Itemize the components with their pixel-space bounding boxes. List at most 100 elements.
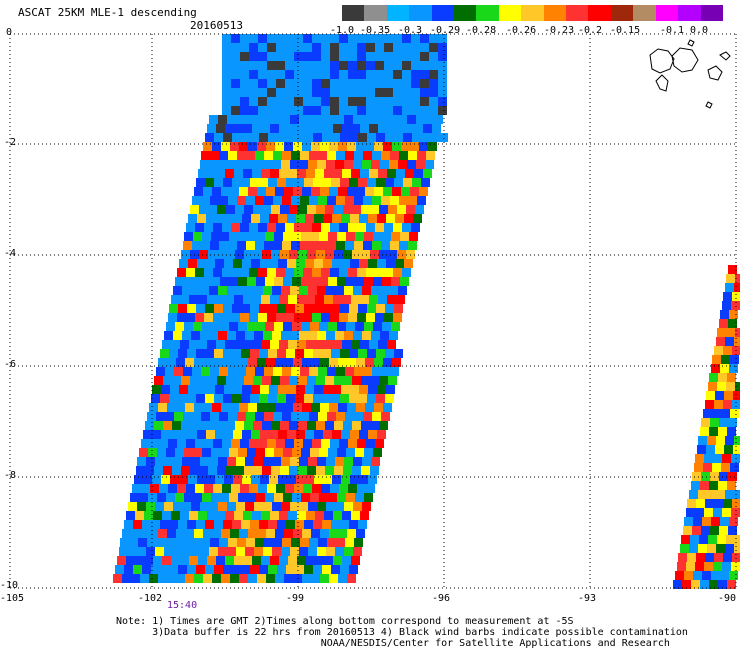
swath-cell — [225, 169, 234, 178]
swath-cell — [373, 277, 382, 286]
swath-cell — [303, 43, 312, 52]
swath-cell — [253, 250, 262, 259]
swath-cell — [305, 385, 314, 394]
swath-cell — [362, 331, 371, 340]
swath-cell — [366, 88, 375, 97]
swath-cell — [229, 493, 238, 502]
swath-cell — [331, 565, 340, 574]
swath-cell — [356, 403, 365, 412]
swath-cell — [327, 412, 336, 421]
swath-cell — [732, 499, 740, 508]
swath-cell — [225, 295, 234, 304]
swath-cell — [380, 331, 389, 340]
swath-cell — [306, 295, 315, 304]
swath-cell — [258, 106, 267, 115]
swath-cell — [393, 61, 402, 70]
swath-cell — [231, 88, 240, 97]
swath-cell — [285, 106, 294, 115]
swath-cell — [320, 187, 329, 196]
swath-cell — [357, 61, 366, 70]
swath-cell — [323, 259, 332, 268]
swath-cell — [248, 358, 257, 367]
swath-cell — [438, 43, 447, 52]
swath-cell — [168, 313, 177, 322]
swath-cell — [270, 511, 279, 520]
swath-cell — [363, 367, 372, 376]
legend-swatch-15 — [678, 5, 701, 21]
swath-cell — [197, 385, 206, 394]
swath-cell — [695, 562, 704, 571]
swath-cell — [206, 475, 215, 484]
swath-cell — [354, 196, 363, 205]
swath-cell — [718, 580, 727, 589]
swath-cell — [425, 115, 434, 124]
swath-cell — [256, 448, 265, 457]
swath-cell — [316, 205, 325, 214]
swath-cell — [401, 142, 410, 151]
swath-cell — [324, 295, 333, 304]
swath-cell — [240, 88, 249, 97]
swath-cell — [347, 142, 356, 151]
swath-cell — [236, 286, 245, 295]
swath-cell — [264, 538, 273, 547]
swath-cell — [144, 511, 153, 520]
swath-cell — [295, 349, 304, 358]
swath-cell — [398, 160, 407, 169]
swath-cell — [283, 322, 292, 331]
swath-cell — [733, 445, 740, 454]
swath-cell — [337, 448, 346, 457]
swath-cell — [342, 124, 351, 133]
swath-cell — [318, 538, 327, 547]
swath-cell — [282, 412, 291, 421]
swath-cell — [375, 43, 384, 52]
swath-cell — [182, 502, 191, 511]
swath-cell — [272, 160, 281, 169]
swath-cell — [160, 394, 169, 403]
swath-cell — [402, 70, 411, 79]
swath-cell — [346, 493, 355, 502]
lat-lon-grid — [9, 33, 737, 589]
lat-label-2: -2 — [4, 137, 17, 148]
swath-cell — [136, 466, 145, 475]
swath-cell — [228, 241, 237, 250]
swath-cell — [350, 475, 359, 484]
swath-cell — [203, 358, 212, 367]
swath-cell — [296, 214, 305, 223]
swath-cell — [288, 511, 297, 520]
swath-cell — [353, 331, 362, 340]
swath-cell — [272, 502, 281, 511]
swath-cell — [393, 97, 402, 106]
swath-cell — [260, 385, 269, 394]
swath-cell — [263, 286, 272, 295]
swath-cell — [297, 511, 306, 520]
swath-cell — [686, 562, 695, 571]
swath-cell — [312, 34, 321, 43]
swath-cell — [225, 556, 234, 565]
swath-cell — [723, 499, 732, 508]
swath-cell — [224, 475, 233, 484]
swath-cell — [420, 34, 429, 43]
swath-cell — [269, 385, 278, 394]
swath-cell — [221, 529, 230, 538]
swath-cell — [192, 412, 201, 421]
lat-label-4: -4 — [4, 248, 17, 259]
swath-cell — [249, 52, 258, 61]
swath-cell — [240, 61, 249, 70]
swath-cell — [249, 268, 258, 277]
swath-cell — [203, 574, 212, 583]
swath-cell — [357, 97, 366, 106]
swath-cell — [318, 241, 327, 250]
swath-cell — [301, 448, 310, 457]
swath-cell — [382, 232, 391, 241]
swath-cell — [384, 52, 393, 61]
swath-cell — [161, 385, 170, 394]
swath-cell — [244, 466, 253, 475]
swath-cell — [236, 502, 245, 511]
swath-cell — [225, 511, 234, 520]
swath-cell — [383, 403, 392, 412]
swath-cell — [335, 160, 344, 169]
swath-cell — [227, 502, 236, 511]
swath-cell — [238, 322, 247, 331]
swath-cell — [202, 493, 211, 502]
swath-cell — [325, 466, 334, 475]
